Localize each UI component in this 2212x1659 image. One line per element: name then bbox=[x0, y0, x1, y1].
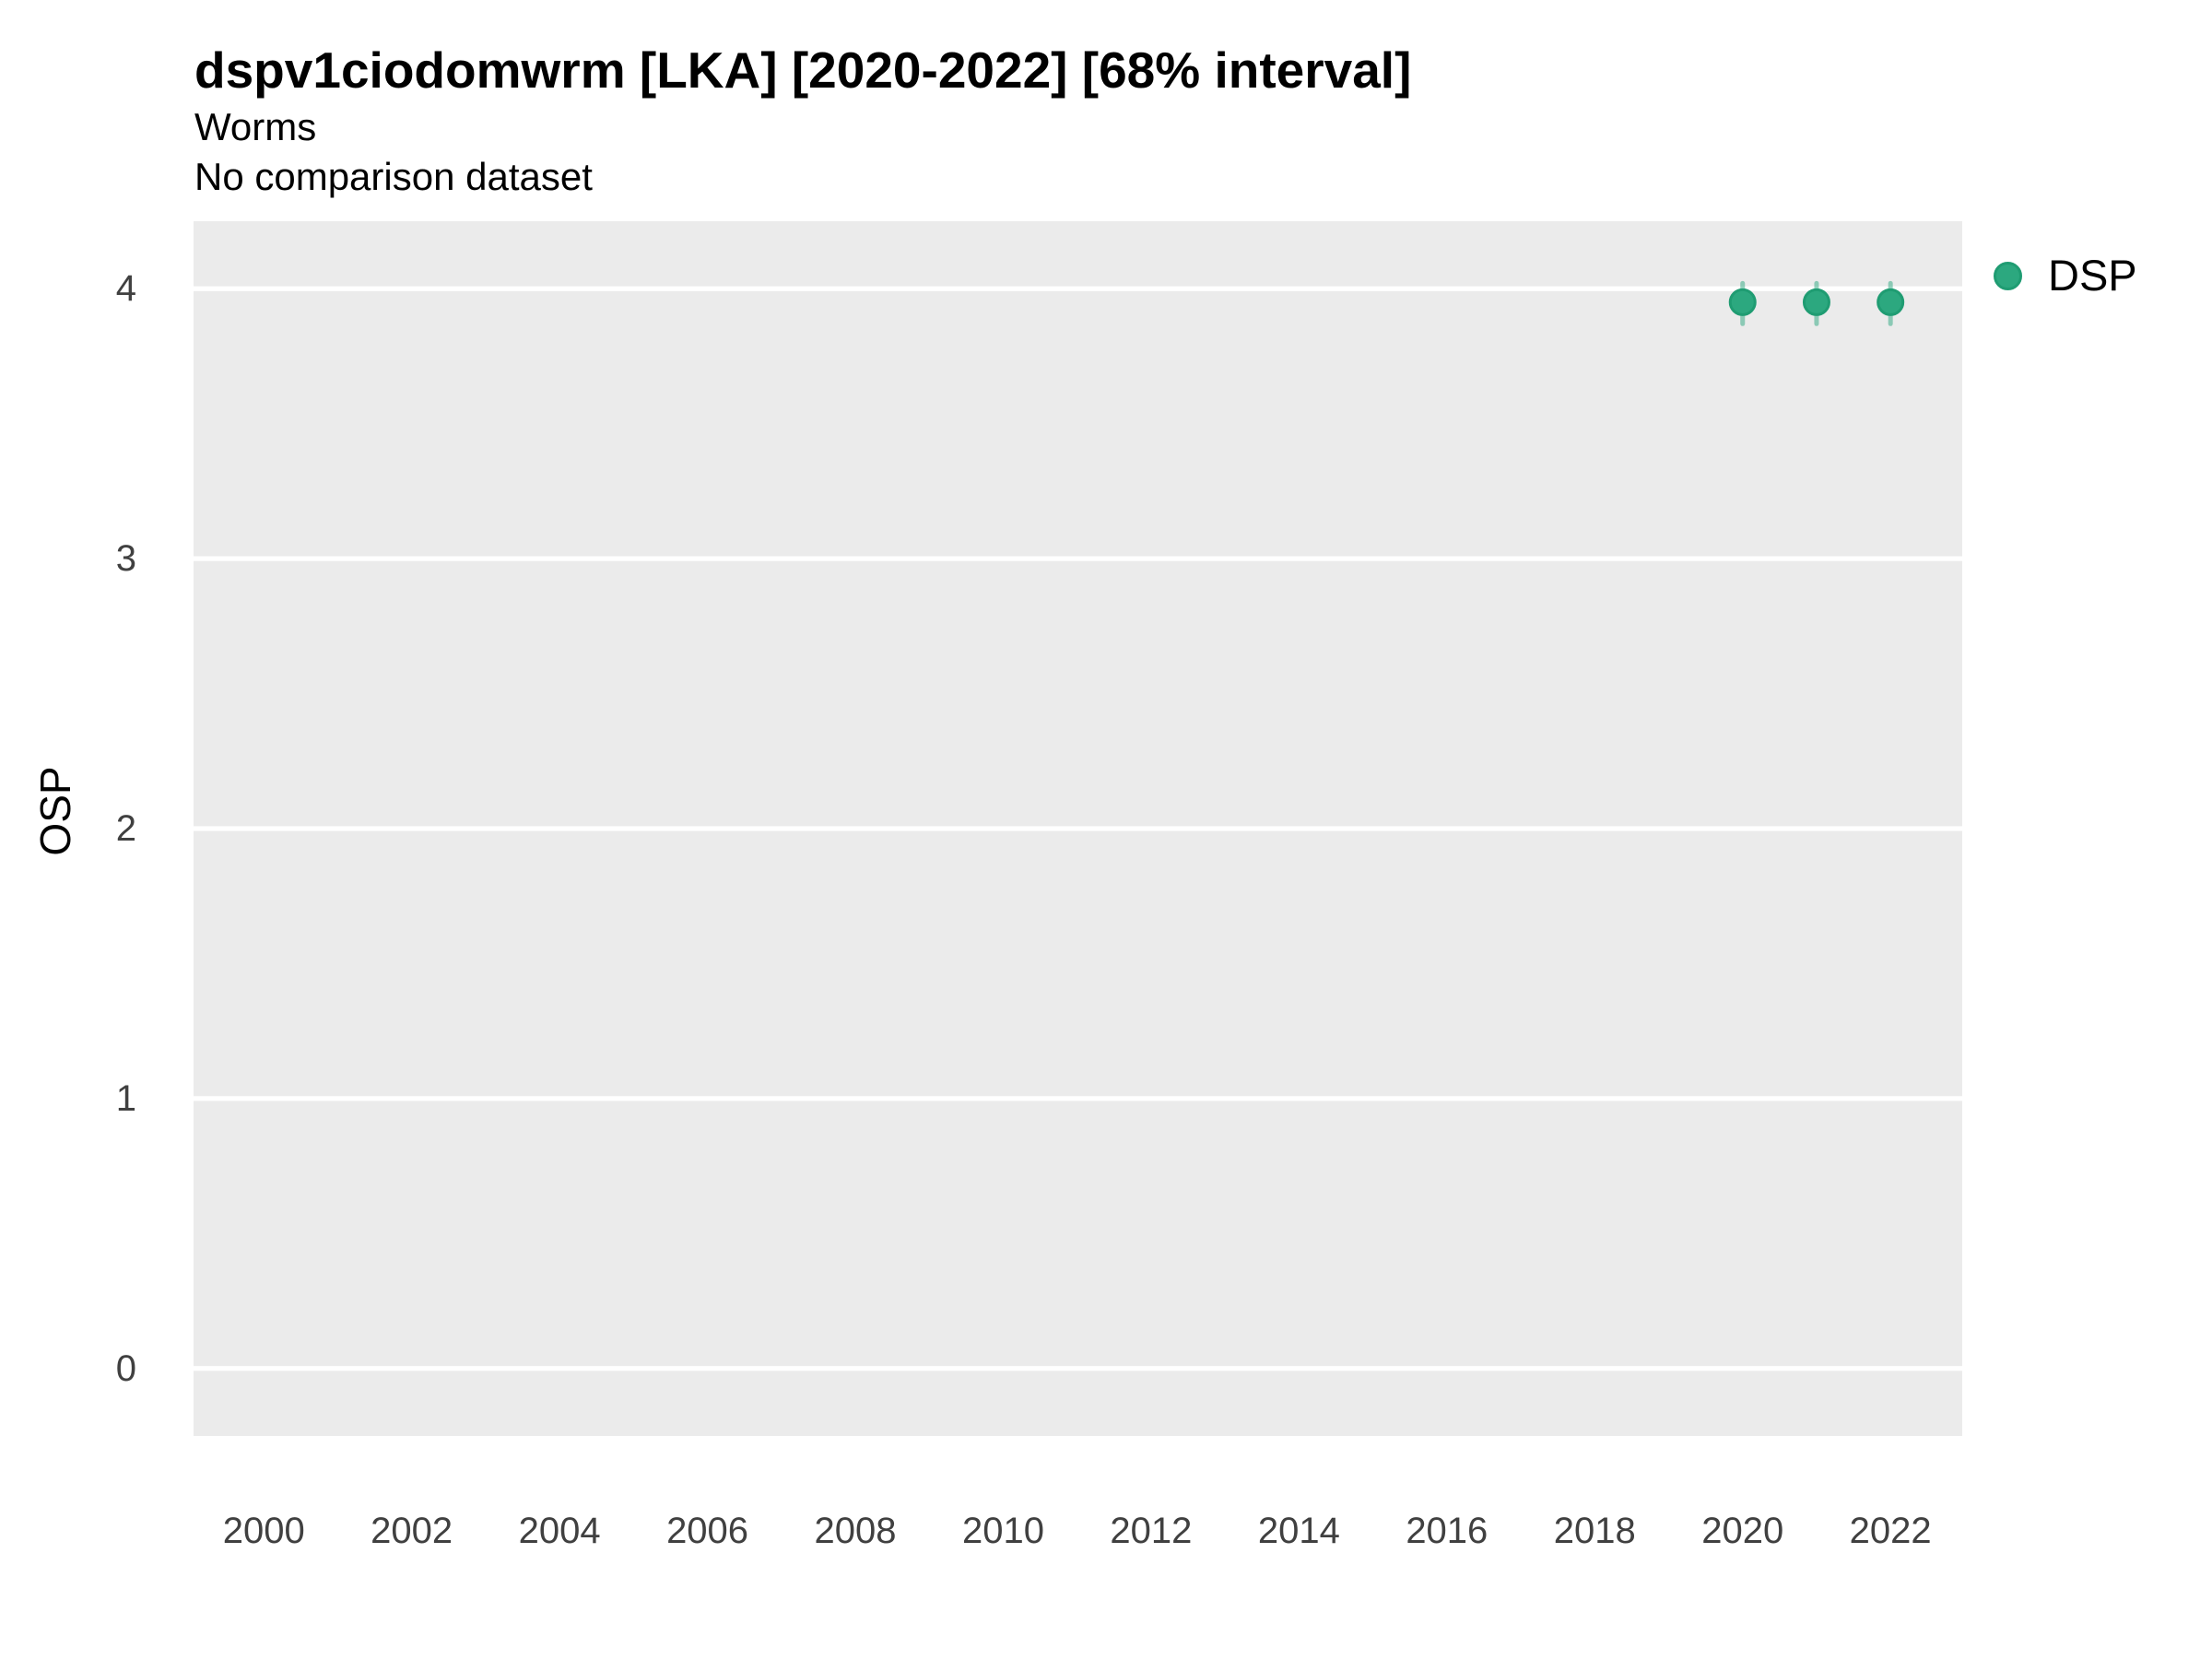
x-tick-label-2012: 2012 bbox=[1110, 1511, 1193, 1551]
gridline-y-1 bbox=[194, 1096, 1962, 1101]
gridline-y-0 bbox=[194, 1366, 1962, 1371]
x-tick-label-2022: 2022 bbox=[1849, 1511, 1932, 1551]
x-tick-label-2002: 2002 bbox=[371, 1511, 453, 1551]
x-tick-label-2004: 2004 bbox=[518, 1511, 601, 1551]
legend-dsp-label: DSP bbox=[2048, 251, 2137, 300]
x-tick-label-2016: 2016 bbox=[1406, 1511, 1488, 1551]
y-tick-label-0: 0 bbox=[115, 1347, 136, 1389]
y-tick-label-4: 4 bbox=[115, 268, 136, 310]
legend-dsp-swatch bbox=[1994, 261, 2022, 290]
legend: DSP bbox=[1994, 251, 2137, 300]
y-tick-label-3: 3 bbox=[115, 538, 136, 580]
gridline-y-3 bbox=[194, 556, 1962, 561]
comparison-note: No comparison dataset bbox=[194, 155, 593, 198]
y-tick-label-2: 2 bbox=[115, 808, 136, 849]
x-tick-label-2006: 2006 bbox=[666, 1511, 749, 1551]
data-point bbox=[1877, 288, 1905, 316]
x-tick-label-2008: 2008 bbox=[814, 1511, 897, 1551]
x-tick-label-2018: 2018 bbox=[1553, 1511, 1636, 1551]
data-point bbox=[1802, 288, 1830, 316]
data-point bbox=[1728, 288, 1757, 316]
x-tick-label-2010: 2010 bbox=[961, 1511, 1044, 1551]
gridline-y-2 bbox=[194, 826, 1962, 831]
x-tick-label-2014: 2014 bbox=[1257, 1511, 1340, 1551]
x-tick-label-2020: 2020 bbox=[1701, 1511, 1784, 1551]
x-tick-label-2000: 2000 bbox=[222, 1511, 305, 1551]
y-tick-label-1: 1 bbox=[115, 1077, 136, 1119]
chart-title: dspv1ciodomwrm [LKA] [2020-2022] [68% in… bbox=[194, 41, 1412, 99]
gridline-y-4 bbox=[194, 286, 1962, 291]
chart-subtitle: Worms bbox=[194, 105, 317, 148]
